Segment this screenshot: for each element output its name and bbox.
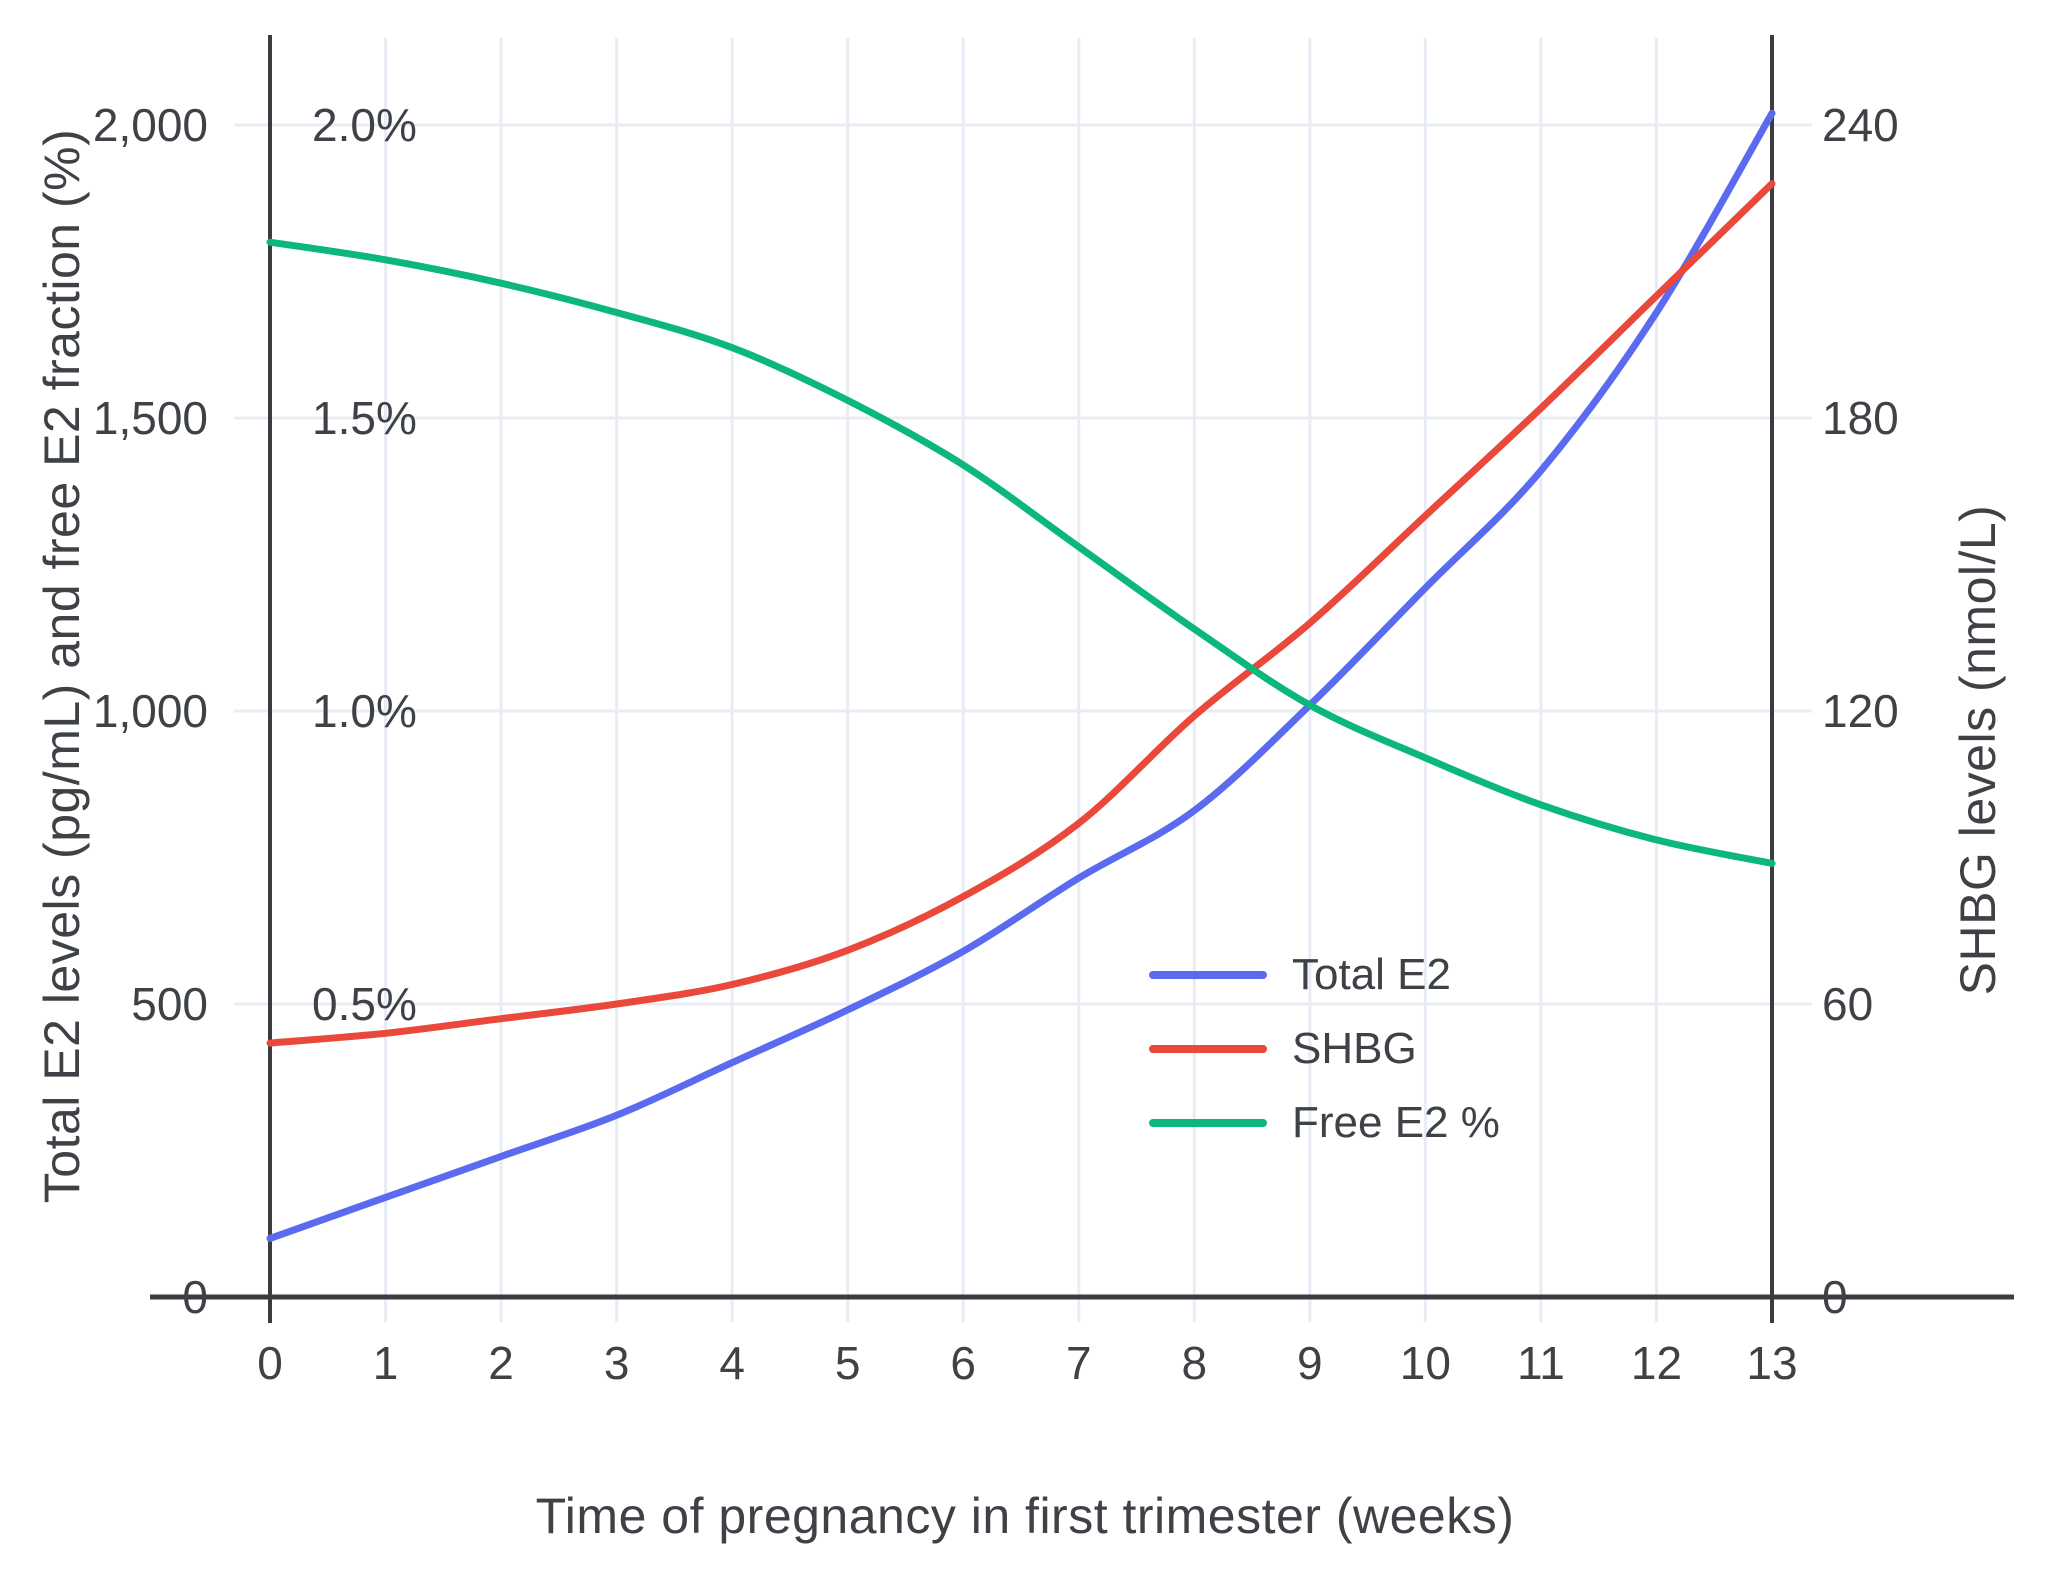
line-total_e2	[266, 109, 1776, 1242]
line-shbg	[266, 180, 1776, 1047]
right-y-axis-title: SHBG levels (nmol/L)	[1950, 504, 2006, 996]
x-axis-tick-7: 7	[1066, 1337, 1092, 1389]
x-axis-title: Time of pregnancy in first trimester (we…	[535, 1488, 1515, 1544]
shbg-line-swatch	[1149, 1045, 1267, 1053]
x-axis-tick-9: 9	[1297, 1337, 1323, 1389]
left-axis-tick-2,000: 2,000	[93, 99, 208, 151]
legend-label-shbg: SHBG	[1292, 1024, 1417, 1073]
line-free_e2_pct	[266, 238, 1776, 867]
right-axis-tick-0: 0	[1822, 1271, 1848, 1323]
left-axis-tick-1,000: 1,000	[93, 685, 208, 737]
x-axis-tick-6: 6	[950, 1337, 976, 1389]
right-axis-tick-180: 180	[1822, 392, 1899, 444]
legend: Total E2 SHBG Free E2 %	[1149, 938, 1500, 1160]
right-axis-tick-240: 240	[1822, 99, 1899, 151]
left-axis-tick-500: 500	[131, 978, 208, 1030]
percent-tick-1.5%: 1.5%	[312, 392, 417, 444]
legend-label-total-e2: Total E2	[1292, 950, 1451, 999]
x-axis-tick-1: 1	[373, 1337, 399, 1389]
legend-item-shbg[interactable]: SHBG	[1149, 1012, 1500, 1086]
right-axis-tick-60: 60	[1822, 978, 1873, 1030]
left-axis-tick-0: 0	[182, 1271, 208, 1323]
legend-item-total-e2[interactable]: Total E2	[1149, 938, 1500, 1012]
x-axis-tick-10: 10	[1400, 1337, 1451, 1389]
legend-item-free-e2[interactable]: Free E2 %	[1149, 1086, 1500, 1160]
percent-tick-1.0%: 1.0%	[312, 685, 417, 737]
x-axis-tick-12: 12	[1631, 1337, 1682, 1389]
total-e2-line-swatch	[1149, 971, 1267, 979]
x-axis-tick-2: 2	[488, 1337, 514, 1389]
x-axis-tick-3: 3	[604, 1337, 630, 1389]
legend-label-free-e2: Free E2 %	[1292, 1098, 1500, 1147]
x-axis-tick-4: 4	[719, 1337, 745, 1389]
right-axis-tick-120: 120	[1822, 685, 1899, 737]
percent-tick-2.0%: 2.0%	[312, 99, 417, 151]
percent-tick-0.5%: 0.5%	[312, 978, 417, 1030]
left-y-axis-title: Total E2 levels (pg/mL) and free E2 frac…	[34, 128, 90, 1204]
x-axis-tick-0: 0	[257, 1337, 283, 1389]
x-axis-tick-11: 11	[1517, 1337, 1565, 1389]
free-e2-line-swatch	[1149, 1119, 1267, 1127]
x-axis-tick-5: 5	[835, 1337, 861, 1389]
x-axis-tick-13: 13	[1746, 1337, 1797, 1389]
x-axis-tick-8: 8	[1182, 1337, 1208, 1389]
left-axis-tick-1,500: 1,500	[93, 392, 208, 444]
